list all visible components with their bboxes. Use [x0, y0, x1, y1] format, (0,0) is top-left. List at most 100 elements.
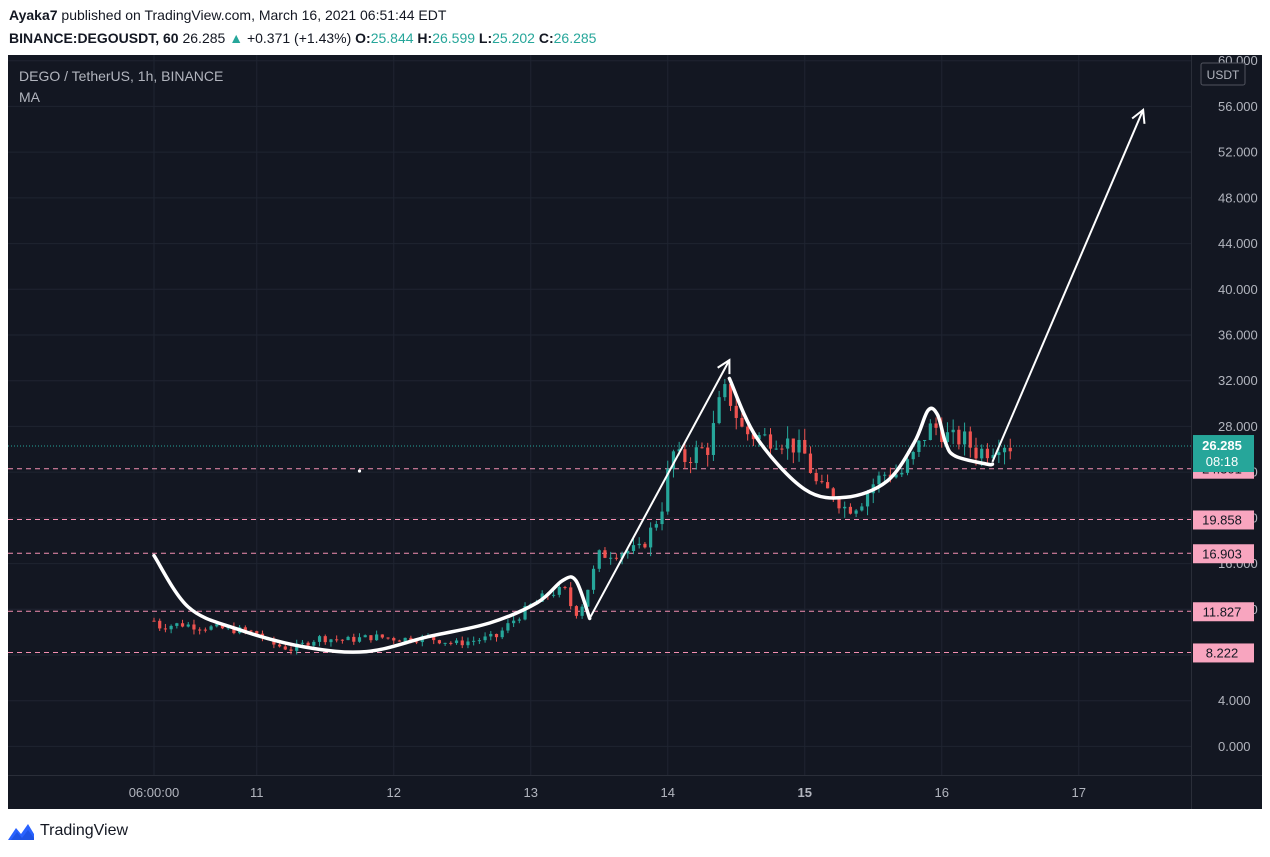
chart-panel[interactable]: 60.000 56.000 52.000 48.000 44.000 40.000 36.0…: [8, 53, 1262, 809]
candle-body: [477, 640, 481, 642]
publish-text: published on TradingView.com, March 16, …: [61, 7, 447, 23]
legend-title: DEGO / TetherUS, 1h, BINANCE: [19, 68, 223, 84]
candle-body: [472, 640, 476, 642]
candle-body: [962, 431, 967, 445]
candle-body: [312, 641, 316, 646]
candle: [746, 424, 750, 441]
candle: [820, 474, 824, 484]
publish-info: Ayaka7 published on TradingView.com, Mar…: [9, 7, 446, 23]
candle-body: [957, 429, 961, 445]
candle-body: [386, 637, 390, 639]
candles: [152, 378, 1012, 655]
candle: [609, 551, 613, 565]
candle-body: [723, 384, 727, 398]
candle-body: [923, 439, 927, 441]
candle-body: [163, 628, 168, 630]
candle: [911, 450, 915, 465]
candle: [860, 503, 864, 512]
candle-body: [757, 435, 761, 440]
footer: TradingView: [8, 822, 128, 840]
candle: [369, 635, 373, 643]
candle: [397, 639, 402, 642]
candle: [494, 633, 499, 642]
open-value: 25.844: [370, 30, 414, 46]
x-tick-label: 13: [524, 785, 538, 800]
candle: [711, 410, 716, 461]
candle-body: [911, 451, 915, 460]
footer-brand[interactable]: TradingView: [40, 822, 129, 839]
candle-body: [997, 452, 1001, 456]
candle-body: [746, 426, 750, 435]
candle-body: [414, 641, 419, 643]
open-label: O:: [355, 30, 371, 46]
candle: [723, 378, 727, 401]
level-label: 8.222: [1206, 645, 1239, 660]
candle: [317, 634, 322, 647]
candle: [603, 547, 607, 559]
y-tick-label: 52.000: [1218, 145, 1258, 160]
candle-body: [677, 449, 681, 452]
candle-body: [563, 587, 567, 589]
candle-body: [666, 468, 670, 512]
candle: [928, 419, 932, 441]
trend-arrow-1: [588, 359, 731, 619]
last-price-badge: [1193, 435, 1254, 473]
candle-body: [243, 627, 247, 631]
candle-body: [454, 640, 459, 644]
candle-body: [192, 624, 196, 630]
candle-body: [357, 637, 362, 642]
candle-body: [905, 459, 910, 473]
candle-body: [934, 423, 938, 428]
candle: [700, 442, 704, 449]
candle: [277, 642, 282, 648]
candle-body: [466, 641, 470, 646]
candle: [340, 639, 344, 644]
tradingview-logo-icon[interactable]: [8, 822, 34, 840]
candle-body: [928, 423, 932, 440]
candle-body: [255, 631, 259, 634]
candle: [717, 390, 721, 425]
candle: [660, 502, 664, 531]
candle-body: [523, 605, 527, 620]
candle: [569, 582, 573, 610]
candle-body: [974, 447, 978, 459]
candle: [626, 549, 630, 559]
candle-body: [825, 482, 830, 489]
candle-body: [249, 630, 253, 632]
candle-body: [323, 636, 327, 643]
candle-body: [380, 634, 384, 638]
author-name[interactable]: Ayaka7: [9, 7, 58, 23]
price-chart[interactable]: 60.00056.00052.00048.00044.00040.00036.0…: [8, 53, 1262, 809]
candle-body: [791, 438, 795, 453]
candle: [797, 429, 801, 462]
candle: [483, 632, 487, 643]
candle-body: [517, 619, 521, 621]
candle-body: [557, 587, 561, 595]
candle: [854, 508, 858, 518]
candle-body: [551, 594, 556, 596]
candle-body: [609, 557, 613, 559]
level-label: 11.827: [1203, 604, 1242, 619]
candle-body: [437, 640, 442, 644]
close-value: 26.285: [553, 30, 597, 46]
candle-body: [500, 630, 504, 638]
low-value: 25.202: [492, 30, 535, 46]
candle-body: [506, 623, 510, 631]
candle-body: [980, 448, 984, 459]
candle: [346, 635, 350, 641]
candle: [203, 627, 207, 633]
candle: [163, 623, 168, 633]
candle-body: [700, 447, 704, 449]
level-badge: [1193, 643, 1254, 663]
candle: [694, 440, 698, 470]
candle: [466, 637, 470, 649]
candle: [523, 602, 527, 621]
countdown-label: 08:18: [1206, 454, 1239, 469]
candle: [683, 442, 687, 469]
candle: [563, 585, 567, 590]
candle: [728, 383, 733, 412]
candle-body: [460, 640, 464, 646]
candle: [489, 631, 493, 641]
y-tick-label: 4.000: [1218, 693, 1251, 708]
candle: [500, 627, 504, 640]
